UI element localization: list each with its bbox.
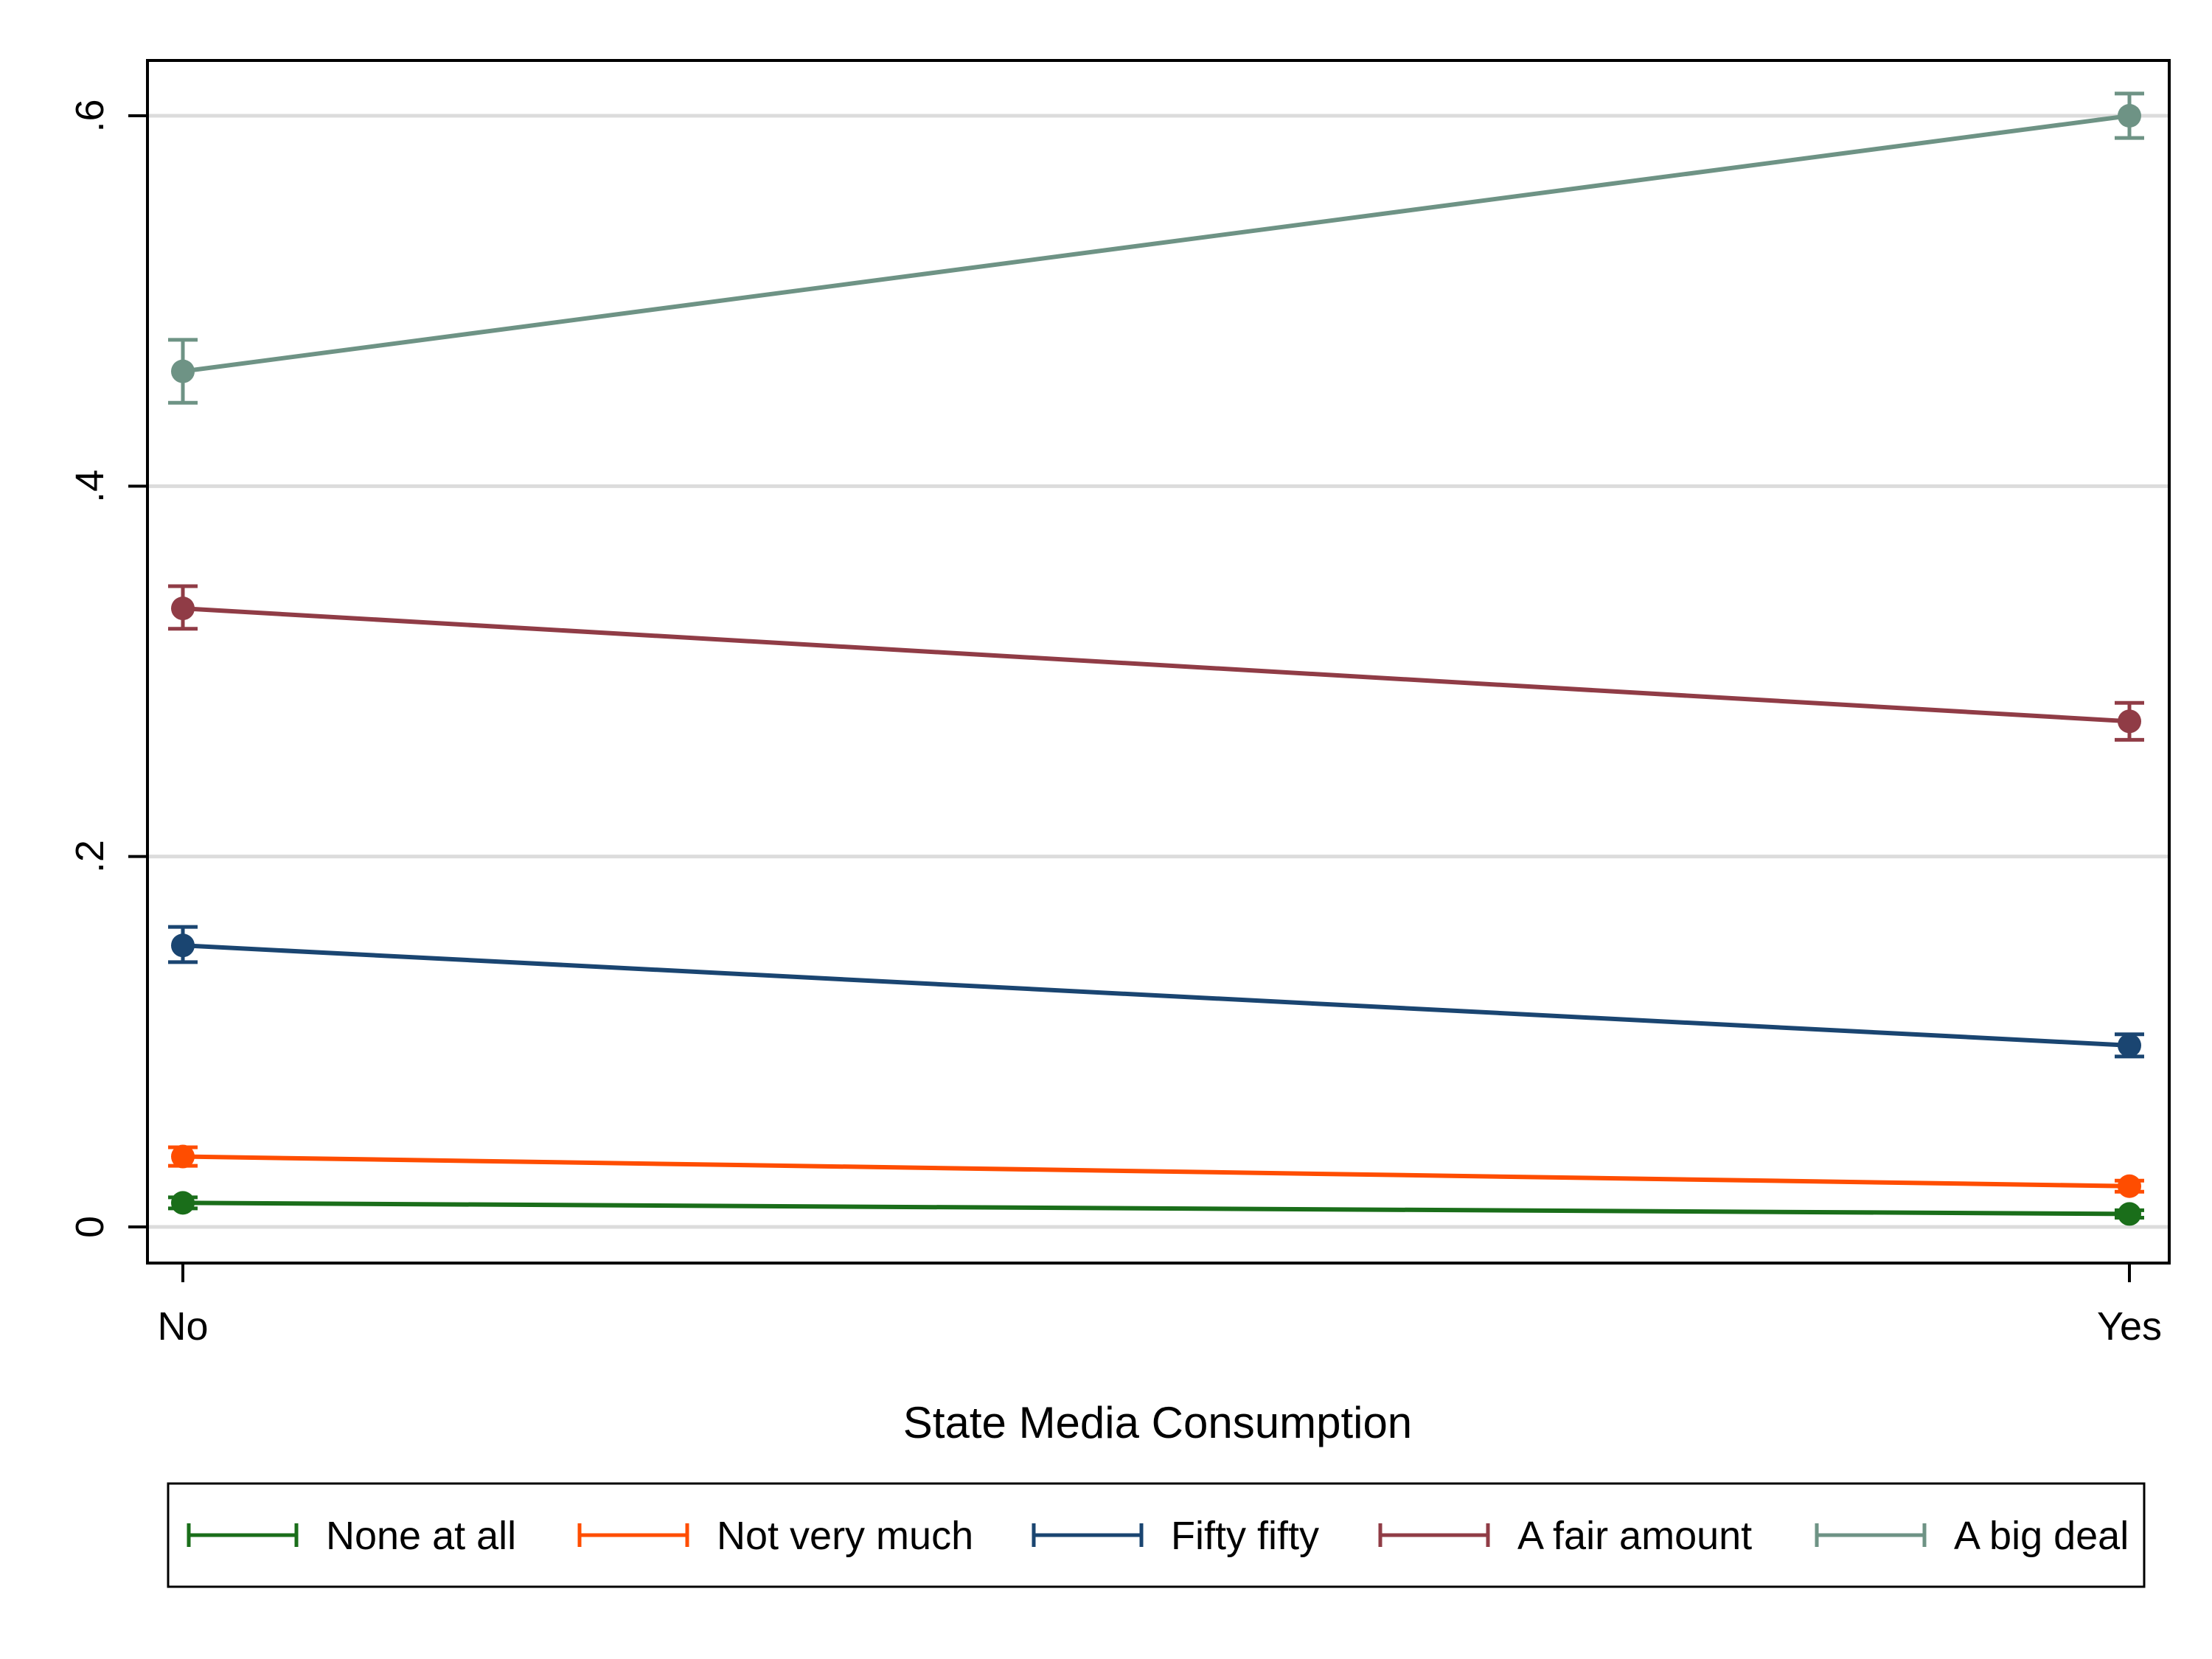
- data-point: [2118, 104, 2141, 128]
- legend-frame: [167, 1482, 2146, 1588]
- x-tick-label: Yes: [2097, 1304, 2162, 1349]
- series-line: [182, 1154, 2130, 1189]
- data-point: [171, 1144, 195, 1169]
- gridlines: [147, 114, 2169, 1229]
- data-point: [171, 933, 195, 958]
- y-tick-label: .4: [68, 470, 112, 503]
- legend-label: None at all: [326, 1514, 516, 1558]
- data-point: [2118, 1174, 2141, 1198]
- series-a-fair-amount: [168, 584, 2144, 742]
- x-axis-title: State Media Consumption: [903, 1398, 1412, 1447]
- series-none-at-all: [168, 1191, 2144, 1226]
- legend-label: A big deal: [1954, 1514, 2129, 1558]
- series-line: [182, 1200, 2130, 1217]
- data-point: [171, 597, 195, 621]
- legend-item: A big deal: [1815, 1514, 2129, 1558]
- legend-item: Not very much: [577, 1514, 973, 1558]
- data-point: [171, 359, 195, 383]
- series-line: [182, 606, 2130, 724]
- series-group: [168, 91, 2144, 1226]
- legend-label: Not very much: [717, 1514, 973, 1558]
- series-a-big-deal: [168, 91, 2144, 405]
- legend-item: A fair amount: [1378, 1514, 1752, 1558]
- y-tick-label: .2: [68, 840, 112, 873]
- data-point: [171, 1191, 195, 1215]
- data-point: [2118, 1202, 2141, 1226]
- series-line: [182, 943, 2130, 1048]
- y-tick-label: 0: [68, 1216, 112, 1238]
- series-fifty-fifty: [168, 925, 2144, 1059]
- plot-frame: [146, 59, 2171, 1265]
- x-tick-label: No: [157, 1304, 208, 1349]
- legend: None at all Not very much Fifty fifty A fai…: [167, 1482, 2146, 1588]
- data-point: [2118, 1033, 2141, 1057]
- y-axis: 0 .2 .4 .6: [68, 99, 147, 1238]
- series-line: [182, 114, 2130, 374]
- legend-label: A fair amount: [1517, 1514, 1752, 1558]
- x-axis: No Yes: [157, 1263, 2162, 1349]
- data-point: [2118, 709, 2141, 734]
- series-not-very-much: [168, 1144, 2144, 1198]
- y-tick-label: .6: [68, 99, 112, 132]
- legend-label: Fifty fifty: [1171, 1514, 1319, 1558]
- legend-item: None at all: [187, 1514, 516, 1558]
- legend-item: Fifty fifty: [1032, 1514, 1319, 1558]
